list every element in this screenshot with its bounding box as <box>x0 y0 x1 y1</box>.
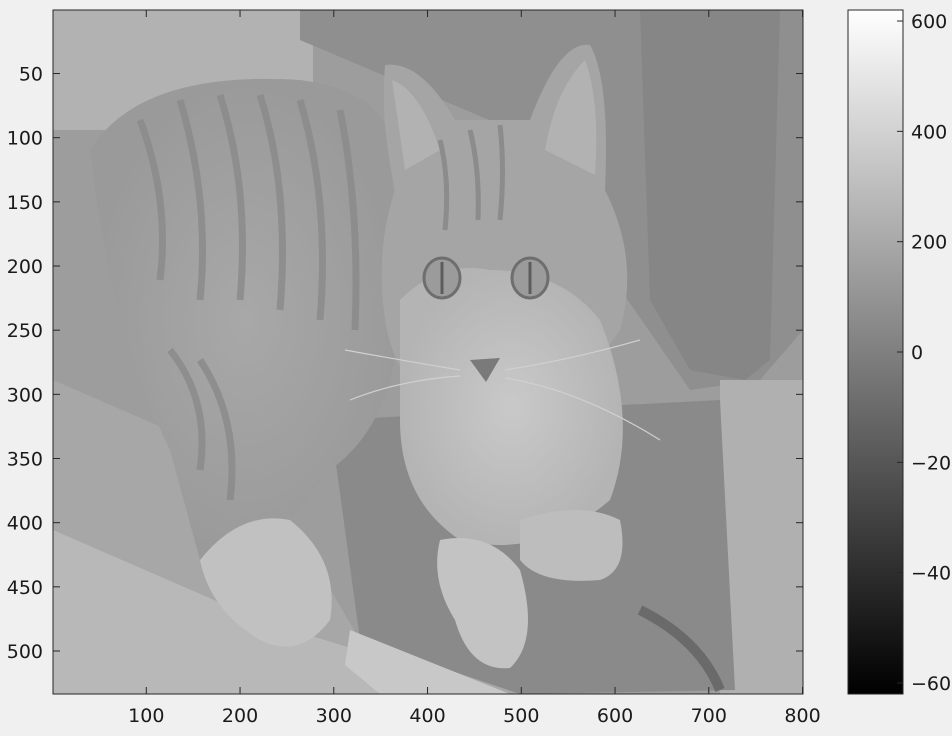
y-tick-label: 300 <box>7 384 43 406</box>
x-axis: 100 200 300 400 500 600 700 800 <box>128 10 821 727</box>
x-tick-label: 100 <box>128 705 164 727</box>
colorbar-tick-label: −600 <box>911 673 952 695</box>
y-tick-label: 350 <box>7 449 43 471</box>
y-tick-label: 100 <box>7 128 43 150</box>
x-tick-label: 800 <box>784 705 820 727</box>
y-tick-label: 200 <box>7 256 43 278</box>
x-tick-label: 500 <box>503 705 539 727</box>
y-tick-label: 500 <box>7 641 43 663</box>
colorbar <box>848 10 903 694</box>
y-tick-label: 150 <box>7 192 43 214</box>
colorbar-tick-label: 600 <box>911 11 947 33</box>
colorbar-tick-label: 400 <box>911 121 947 143</box>
colorbar-axis: 600 400 200 0 −200 −400 −600 <box>897 11 952 695</box>
colorbar-tick-label: −400 <box>911 563 952 585</box>
y-axis: 50 100 150 200 250 300 350 400 450 500 <box>7 64 803 663</box>
x-tick-label: 400 <box>409 705 445 727</box>
heatmap-image <box>53 10 803 694</box>
x-tick-label: 600 <box>597 705 633 727</box>
y-tick-label: 400 <box>7 513 43 535</box>
x-tick-label: 300 <box>316 705 352 727</box>
colorbar-tick-label: 0 <box>911 342 923 364</box>
colorbar-tick-label: 200 <box>911 232 947 254</box>
x-tick-label: 700 <box>691 705 727 727</box>
y-tick-label: 450 <box>7 577 43 599</box>
y-tick-label: 50 <box>19 64 43 86</box>
y-tick-label: 250 <box>7 320 43 342</box>
colorbar-tick-label: −200 <box>911 452 952 474</box>
x-tick-label: 200 <box>222 705 258 727</box>
